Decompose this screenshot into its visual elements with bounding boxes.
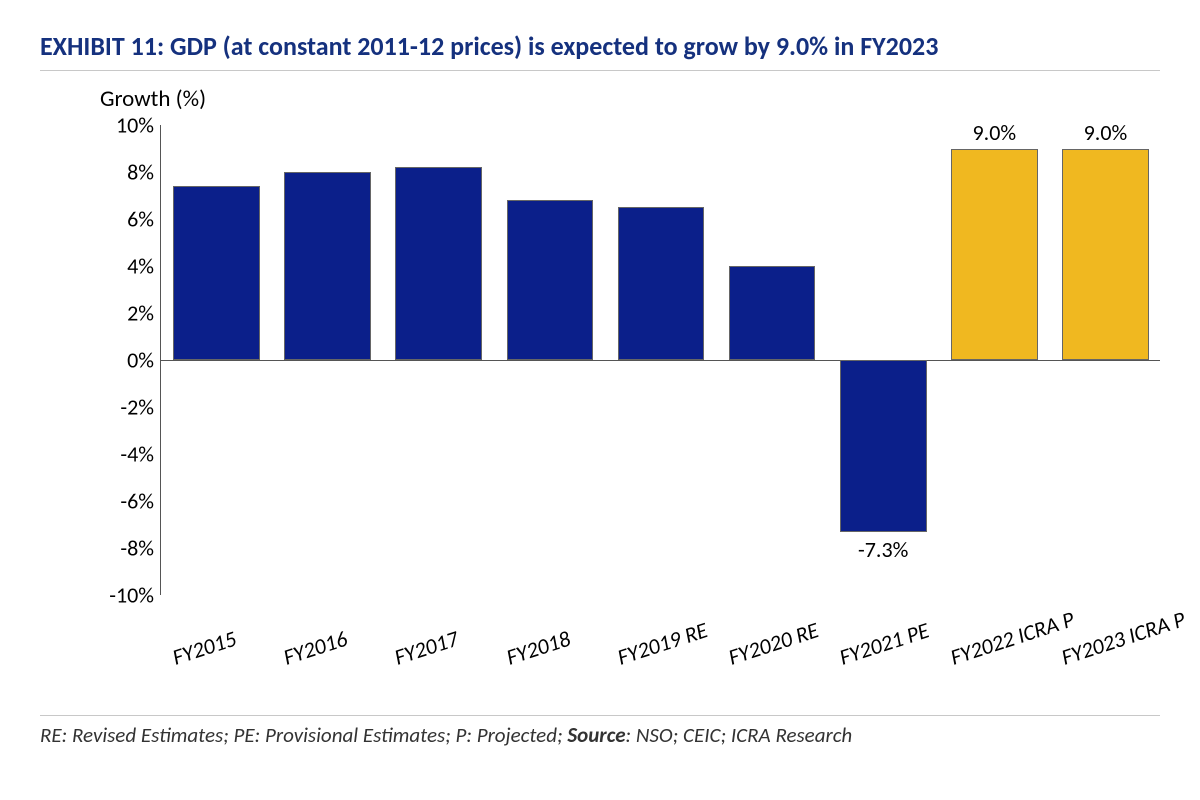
- x-tick-label: FY2019 RE: [614, 616, 711, 670]
- x-tick-label: FY2021 PE: [836, 616, 932, 670]
- plot-area: FY2015FY2016FY2017FY2018FY2019 REFY2020 …: [160, 125, 1160, 595]
- y-tick-label: -8%: [120, 535, 154, 562]
- y-tick-label: 10%: [116, 112, 154, 139]
- bar: [951, 149, 1038, 361]
- x-tick-label: FY2022 ICRA P: [947, 605, 1078, 670]
- x-tick-label: FY2017: [391, 625, 462, 671]
- x-tick-label: FY2023 ICRA P: [1058, 605, 1189, 670]
- exhibit-title: EXHIBIT 11: GDP (at constant 2011-12 pri…: [40, 30, 1160, 62]
- page: EXHIBIT 11: GDP (at constant 2011-12 pri…: [0, 0, 1200, 800]
- x-tick-label: FY2015: [169, 625, 240, 671]
- bar: [284, 172, 371, 360]
- footnote-divider: [40, 715, 1160, 716]
- bar: [173, 186, 260, 360]
- y-tick-label: 6%: [127, 206, 154, 233]
- bar: [618, 207, 705, 360]
- bar-data-label: -7.3%: [830, 536, 937, 563]
- footnote: RE: Revised Estimates; PE: Provisional E…: [40, 722, 1160, 748]
- footnote-source-text: : NSO; CEIC; ICRA Research: [626, 722, 853, 748]
- y-tick-label: 2%: [127, 300, 154, 327]
- y-tick-label: 0%: [127, 347, 154, 374]
- footnote-definitions: RE: Revised Estimates; PE: Provisional E…: [40, 722, 567, 748]
- y-tick-label: -10%: [109, 582, 154, 609]
- x-tick-label: FY2018: [503, 625, 574, 671]
- gdp-bar-chart: Growth (%) 10%8%6%4%2%0%-2%-4%-6%-8%-10%…: [40, 85, 1160, 685]
- y-tick-label: -6%: [120, 488, 154, 515]
- y-tick-label: 4%: [127, 253, 154, 280]
- y-axis-labels: 10% 8% 6% 4% 2% 0% -2% -4% -6% -8% -10%: [40, 85, 160, 685]
- title-divider: [40, 70, 1160, 71]
- y-tick-label: -4%: [120, 441, 154, 468]
- bar: [840, 360, 927, 532]
- x-tick-label: FY2020 RE: [725, 616, 822, 670]
- bar-data-label: 9.0%: [941, 119, 1048, 146]
- bar: [395, 167, 482, 360]
- bar-data-label: 9.0%: [1052, 119, 1159, 146]
- x-tick-label: FY2016: [280, 625, 351, 671]
- footnote-source-label: Source: [567, 722, 625, 748]
- y-tick-label: -2%: [120, 394, 154, 421]
- bar: [729, 266, 816, 360]
- bar: [1062, 149, 1149, 361]
- zero-axis-line: [161, 360, 1160, 361]
- y-tick-label: 8%: [127, 159, 154, 186]
- bar: [507, 200, 594, 360]
